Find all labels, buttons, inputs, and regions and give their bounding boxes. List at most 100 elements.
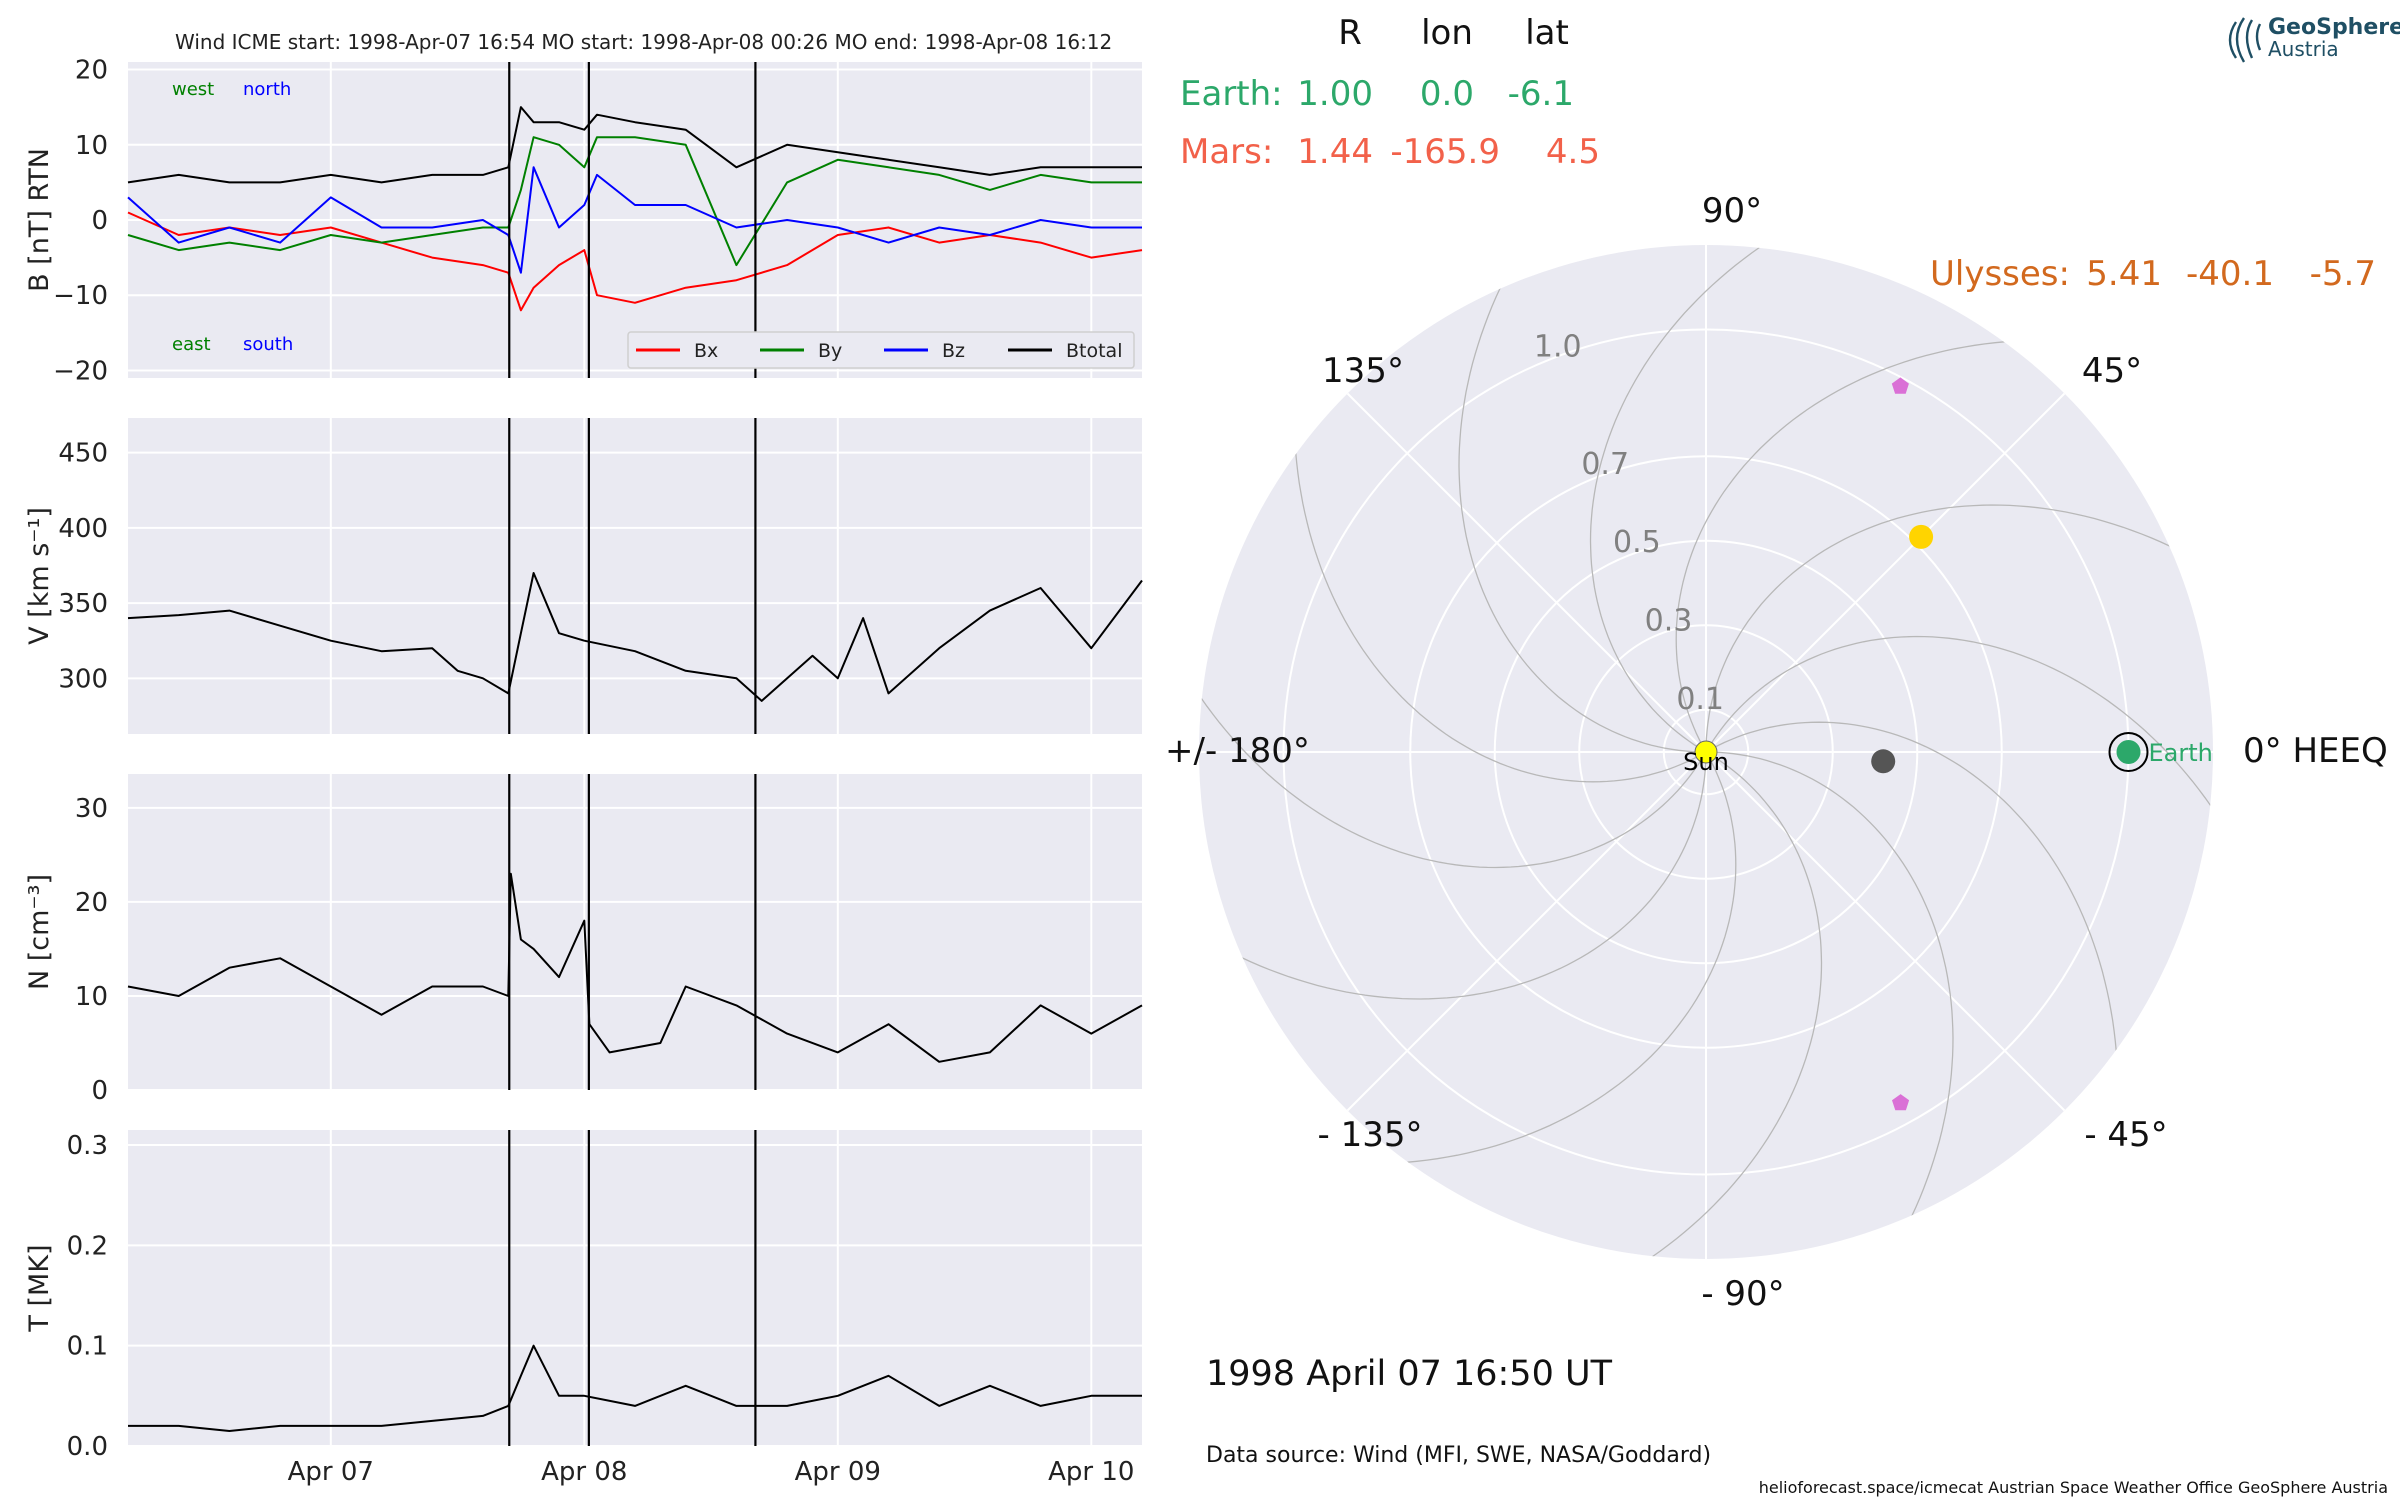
spiral-line	[1705, 635, 2213, 862]
earth-pos-r: 1.00	[1297, 74, 1373, 114]
y-axis-label: T [MK]	[24, 1244, 55, 1332]
series-bz	[127, 166, 1142, 274]
ulysses-pos-lat: -5.7	[2310, 254, 2376, 294]
column-lat: lat	[1525, 13, 1569, 53]
radial-tick-label: 0.1	[1676, 682, 1724, 717]
earth-ring	[2108, 732, 2149, 772]
earth-label: Earth	[2149, 739, 2213, 767]
parker-spirals	[1199, 245, 2213, 1259]
y-tick-label: 0	[91, 1076, 108, 1106]
panel-magnetic-field: 20 10 0 −10 −20 B [nT] RTN west north east south B…	[24, 56, 1143, 386]
mars-pos-label: Mars:	[1180, 132, 1273, 172]
y-tick-label: 0.3	[67, 1131, 108, 1161]
angular-spoke	[1346, 751, 1707, 1112]
y-tick-label: 350	[58, 589, 108, 619]
spiral-line	[1705, 751, 1954, 1259]
spiral-line	[1293, 388, 1707, 783]
position-table: R lon lat Earth: 1.00 0.0 -6.1 Mars: 1.4…	[1180, 13, 2376, 294]
y-axis-label: V [km s⁻¹]	[24, 507, 55, 645]
y-tick-label: 400	[58, 514, 108, 544]
y-tick-label: 30	[75, 794, 108, 824]
x-tick-label: Apr 10	[1048, 1457, 1134, 1487]
logo-line1: GeoSphere	[2268, 15, 2400, 40]
marker-probe-1	[1891, 377, 1909, 394]
legend-frame	[627, 331, 1135, 369]
column-r: R	[1338, 13, 1362, 53]
radial-tick-label: 1.0	[1534, 329, 1582, 364]
mars-pos-lon: -165.9	[1390, 132, 1500, 172]
marker-sun	[1694, 740, 1718, 764]
angle-label: - 135°	[1318, 1115, 1423, 1155]
logo-line2: Austria	[2268, 37, 2339, 61]
legend: Bx By Bz Btotal	[627, 331, 1135, 369]
time-series-panels: 20 10 0 −10 −20 B [nT] RTN west north east south B…	[24, 56, 1143, 1487]
spiral-line	[1705, 504, 2213, 753]
sun-label: Sun	[1683, 748, 1729, 776]
y-tick-label: 10	[75, 982, 108, 1012]
spiral-line	[1342, 751, 1737, 1165]
earth-pos-label: Earth:	[1180, 74, 1283, 114]
angular-spoke	[1705, 751, 2066, 1112]
spiral-line	[1675, 339, 2070, 753]
series-t	[128, 1344, 1142, 1432]
y-tick-label: 0	[91, 206, 108, 236]
x-tick-label: Apr 07	[288, 1457, 374, 1487]
marker-earth	[2116, 740, 2141, 764]
series-v	[127, 572, 1143, 702]
spiral-line	[1199, 642, 1707, 869]
legend-label: By	[818, 340, 842, 362]
south-label: south	[243, 334, 293, 355]
angle-label: - 45°	[2084, 1115, 2167, 1155]
y-tick-label: 20	[75, 888, 108, 918]
series-btotal	[127, 106, 1142, 184]
series-n	[127, 872, 1143, 1063]
panel-background	[128, 774, 1142, 1090]
y-tick-label: 450	[58, 439, 108, 469]
ulysses-pos-label: Ulysses:	[1930, 254, 2070, 294]
y-tick-label: 10	[75, 131, 108, 161]
panel-temperature: 0.3 0.2 0.1 0.0 T [MK] Apr 07 Apr 08 Apr 09 Apr …	[24, 1130, 1142, 1487]
legend-label: Bx	[694, 340, 718, 362]
panel-background	[128, 418, 1142, 734]
column-lon: lon	[1421, 13, 1473, 53]
spiral-line	[1589, 245, 1816, 753]
data-source: Data source: Wind (MFI, SWE, NASA/Goddar…	[1206, 1443, 1711, 1468]
y-axis-label: B [nT] RTN	[24, 148, 55, 292]
angle-label: 90°	[1702, 191, 1762, 231]
ulysses-pos-r: 5.41	[2086, 254, 2162, 294]
y-tick-label: −10	[53, 281, 108, 311]
spiral-line	[1705, 721, 2119, 1116]
mars-pos-lat: 4.5	[1546, 132, 1600, 172]
angular-spoke	[1705, 392, 2066, 753]
angle-label: +/- 180°	[1165, 731, 1310, 771]
east-label: east	[172, 334, 211, 355]
y-tick-label: 300	[58, 664, 108, 694]
polar-plot: 0.1 0.3 0.5 0.7 1.0 0° HEEQ 45° 90° 135° +/- 180°…	[1165, 191, 2388, 1314]
mars-pos-r: 1.44	[1297, 132, 1373, 172]
marker-yellow-body	[1909, 524, 1934, 549]
y-tick-label: −20	[53, 356, 108, 386]
logo-mark-icon	[2228, 17, 2262, 63]
marker-grey-body	[1871, 749, 1896, 774]
earth-pos-lat: -6.1	[1508, 74, 1574, 114]
series-by	[127, 136, 1142, 267]
angle-label: 45°	[2082, 351, 2142, 391]
north-label: north	[243, 79, 291, 100]
ulysses-pos-lon: -40.1	[2186, 254, 2274, 294]
angle-label: - 90°	[1701, 1274, 1784, 1314]
y-tick-label: 0.0	[67, 1432, 108, 1462]
legend-label: Bz	[942, 340, 965, 362]
figure-title: Wind ICME start: 1998-Apr-07 16:54 MO st…	[175, 30, 1112, 54]
marker-probe-2	[1892, 1094, 1910, 1111]
x-tick-label: Apr 09	[795, 1457, 881, 1487]
angle-label: 0° HEEQ	[2243, 731, 2388, 771]
panel-density: 30 20 10 0 N [cm⁻³]	[24, 774, 1143, 1106]
radial-tick-label: 0.3	[1645, 603, 1693, 638]
y-tick-label: 0.2	[67, 1231, 108, 1261]
geosphere-logo: GeoSphere Austria	[2228, 15, 2400, 63]
radial-tick-label: 0.7	[1581, 447, 1629, 482]
y-axis-label: N [cm⁻³]	[24, 874, 55, 990]
radial-tick-label: 0.5	[1613, 525, 1661, 560]
